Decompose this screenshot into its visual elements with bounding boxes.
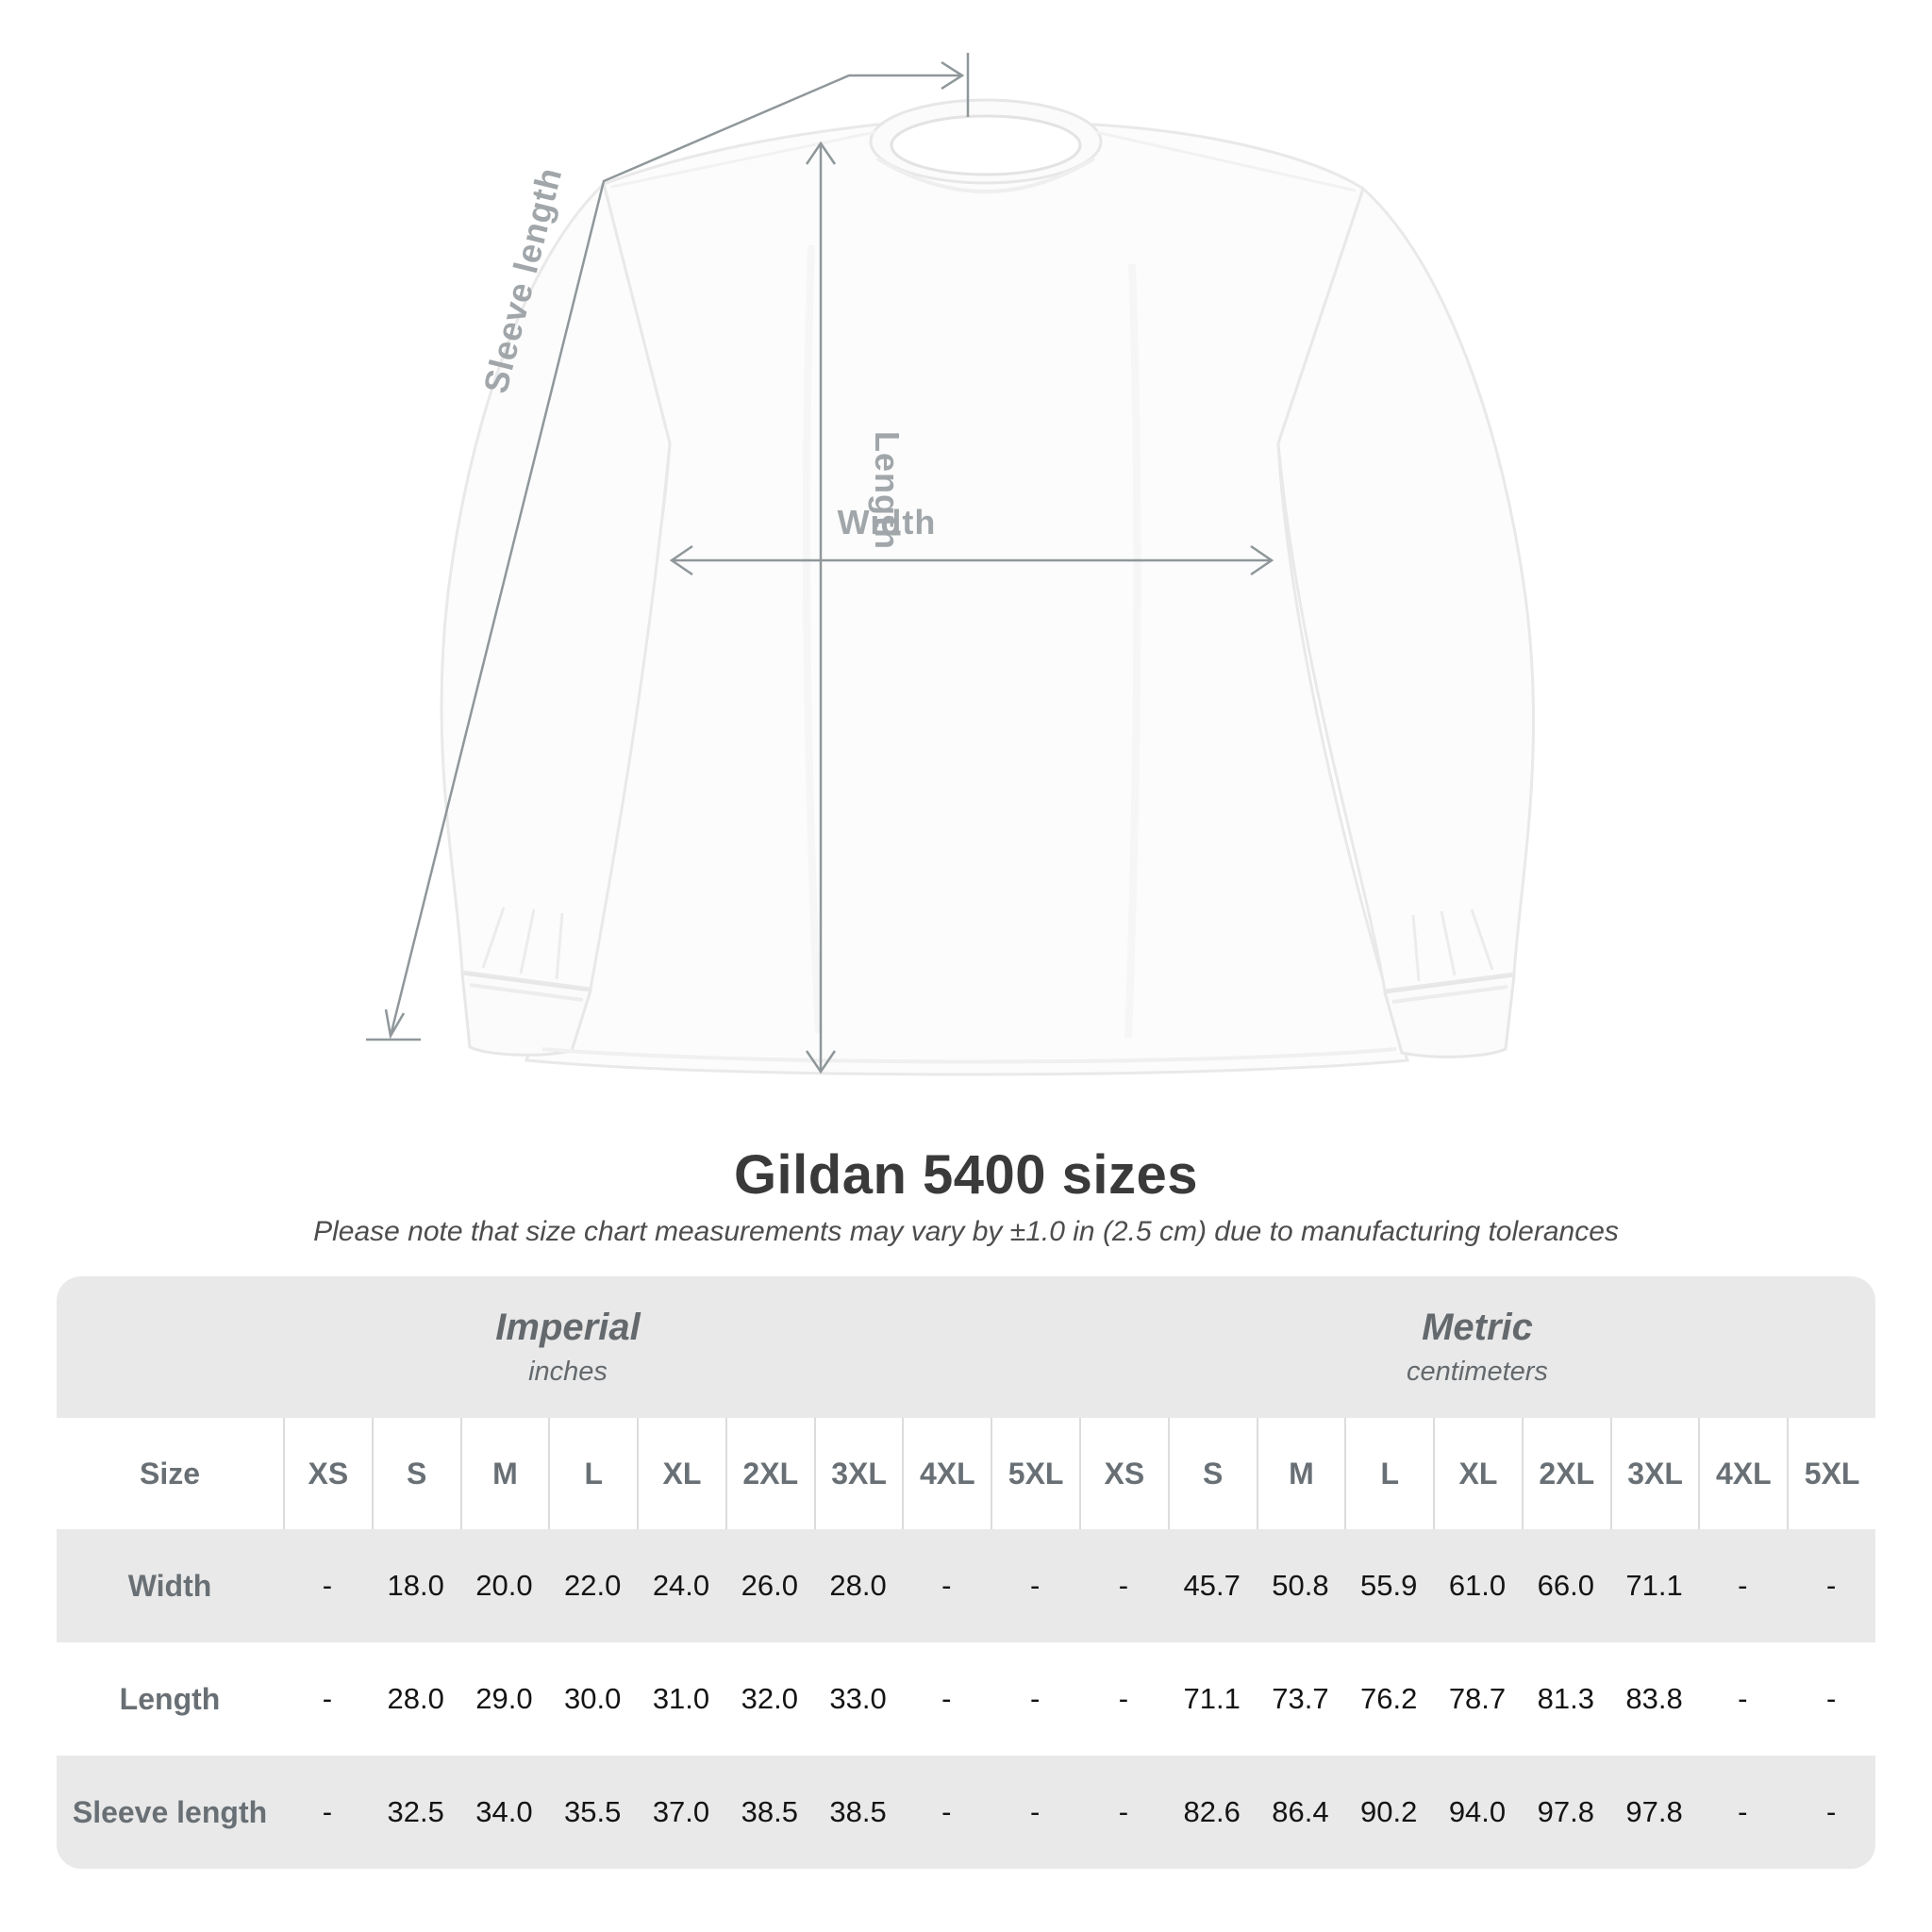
size-value-cell: 73.7	[1256, 1642, 1345, 1756]
row-label: Sleeve length	[57, 1756, 283, 1869]
size-value-cell: -	[991, 1529, 1079, 1642]
size-value-cell: 83.8	[1609, 1642, 1699, 1756]
col-header: 5XL	[991, 1418, 1079, 1529]
size-value-cell: 97.8	[1521, 1756, 1610, 1869]
size-value-cell: -	[1698, 1642, 1788, 1756]
size-value-cell: 24.0	[637, 1529, 725, 1642]
measurement-lines	[366, 53, 1274, 1074]
shirt-diagram: Sleeve length Length Width	[366, 53, 1536, 1076]
size-value-cell: 35.5	[548, 1756, 638, 1869]
size-value-cell: -	[1787, 1642, 1875, 1756]
col-header: 4XL	[902, 1418, 991, 1529]
col-header: L	[1344, 1418, 1434, 1529]
row-label: Width	[57, 1529, 283, 1642]
size-value-cell: 94.0	[1433, 1756, 1522, 1869]
size-value-cell: 76.2	[1344, 1642, 1434, 1756]
size-value-cell: -	[283, 1529, 372, 1642]
size-value-cell: -	[1079, 1756, 1168, 1869]
size-value-cell: 33.0	[813, 1642, 903, 1756]
width-dimension-label: Width	[838, 503, 937, 541]
col-header: 2XL	[1521, 1418, 1610, 1529]
length-dimension-label: Length	[868, 431, 907, 550]
size-value-cell: -	[991, 1642, 1079, 1756]
size-value-cell: 55.9	[1344, 1529, 1434, 1642]
size-value-cell: 38.5	[724, 1756, 814, 1869]
size-value-cell: 97.8	[1609, 1756, 1699, 1869]
size-value-cell: -	[1787, 1529, 1875, 1642]
size-value-cell: 28.0	[813, 1529, 903, 1642]
size-value-cell: -	[991, 1756, 1079, 1869]
col-header: 5XL	[1787, 1418, 1875, 1529]
unit-group-label: Imperial	[495, 1307, 641, 1348]
unit-group-metric: Metric centimeters	[1079, 1276, 1875, 1418]
size-value-cell: 45.7	[1167, 1529, 1257, 1642]
size-value-cell: 28.0	[371, 1642, 460, 1756]
col-header: XS	[283, 1418, 372, 1529]
size-value-cell: -	[1698, 1529, 1788, 1642]
col-header: 4XL	[1698, 1418, 1788, 1529]
size-value-cell: -	[902, 1529, 991, 1642]
size-value-cell: 37.0	[637, 1756, 725, 1869]
col-header: 3XL	[1609, 1418, 1699, 1529]
size-table: Imperial inches Metric centimeters Size …	[57, 1276, 1875, 1869]
size-value-cell: 71.1	[1167, 1642, 1257, 1756]
size-value-cell: 66.0	[1521, 1529, 1610, 1642]
size-value-cell: -	[1787, 1756, 1875, 1869]
length-arrow	[805, 141, 837, 1074]
size-value-cell: -	[902, 1642, 991, 1756]
size-value-cell: 32.0	[724, 1642, 814, 1756]
size-value-cell: 32.5	[371, 1756, 460, 1869]
row-label: Length	[57, 1642, 283, 1756]
size-value-cell: -	[1079, 1529, 1168, 1642]
size-value-cell: 22.0	[548, 1529, 638, 1642]
size-value-cell: -	[283, 1642, 372, 1756]
unit-group-sublabel: centimeters	[1407, 1357, 1548, 1387]
col-header: S	[1167, 1418, 1257, 1529]
long-sleeve-shirt-illustration: Sleeve length Length Width	[366, 53, 1536, 1076]
size-value-cell: -	[1698, 1756, 1788, 1869]
col-header: L	[548, 1418, 638, 1529]
tolerance-note: Please note that size chart measurements…	[313, 1216, 1619, 1247]
size-value-cell: 18.0	[371, 1529, 460, 1642]
col-header: 2XL	[724, 1418, 814, 1529]
size-value-cell: 20.0	[459, 1529, 549, 1642]
col-header: S	[371, 1418, 460, 1529]
size-value-cell: 86.4	[1256, 1756, 1345, 1869]
col-header: M	[1256, 1418, 1345, 1529]
size-value-cell: 71.1	[1609, 1529, 1699, 1642]
size-value-cell: 90.2	[1344, 1756, 1434, 1869]
sleeve-length-arrow	[366, 53, 970, 1041]
size-value-cell: 31.0	[637, 1642, 725, 1756]
unit-group-sublabel: inches	[528, 1357, 608, 1387]
size-value-cell: 29.0	[459, 1642, 549, 1756]
size-value-cell: 34.0	[459, 1756, 549, 1869]
size-column-header: Size	[57, 1418, 283, 1529]
size-value-cell: -	[902, 1756, 991, 1869]
unit-group-imperial: Imperial inches	[57, 1276, 1079, 1418]
unit-group-label: Metric	[1422, 1307, 1533, 1348]
size-value-cell: -	[283, 1756, 372, 1869]
size-value-cell: 78.7	[1433, 1642, 1522, 1756]
size-value-cell: 30.0	[548, 1642, 638, 1756]
page-title: Gildan 5400 sizes	[733, 1144, 1199, 1206]
col-header: 3XL	[813, 1418, 903, 1529]
size-value-cell: 81.3	[1521, 1642, 1610, 1756]
col-header: XL	[637, 1418, 725, 1529]
width-arrow	[669, 544, 1274, 576]
size-value-cell: 61.0	[1433, 1529, 1522, 1642]
col-header: XS	[1079, 1418, 1168, 1529]
size-value-cell: -	[1079, 1642, 1168, 1756]
size-value-cell: 50.8	[1256, 1529, 1345, 1642]
col-header: XL	[1433, 1418, 1522, 1529]
size-value-cell: 38.5	[813, 1756, 903, 1869]
size-value-cell: 82.6	[1167, 1756, 1257, 1869]
shirt-shape	[440, 98, 1536, 1076]
col-header: M	[459, 1418, 549, 1529]
size-value-cell: 26.0	[724, 1529, 814, 1642]
